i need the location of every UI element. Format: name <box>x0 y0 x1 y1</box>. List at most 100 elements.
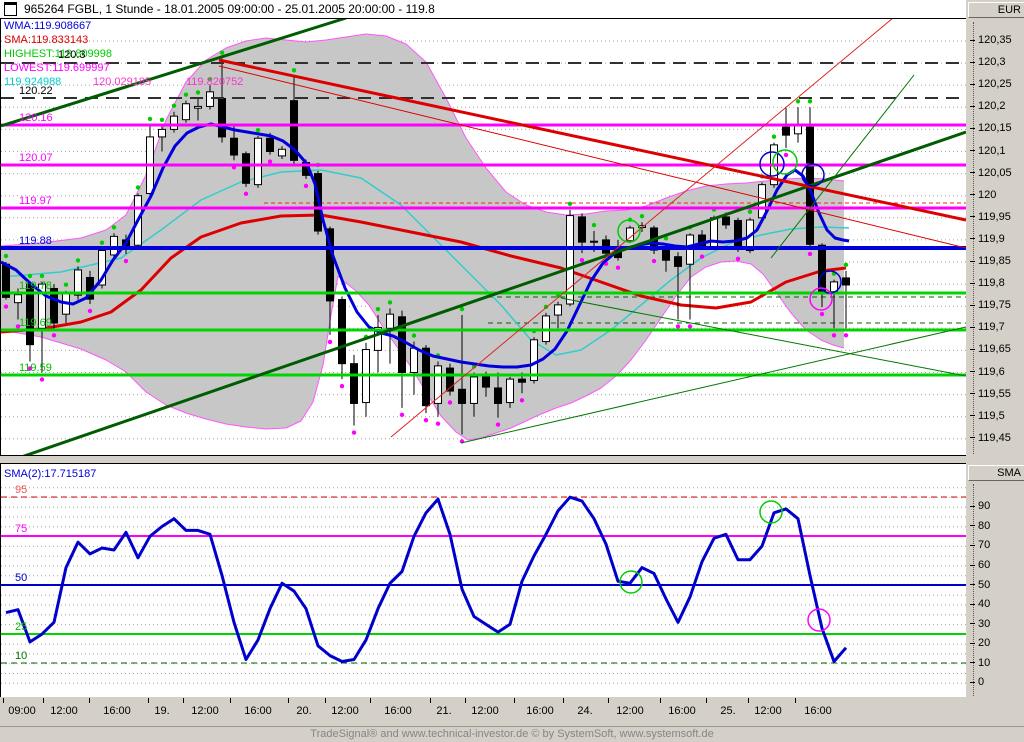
candle-body[interactable] <box>38 283 46 329</box>
highest-dot <box>843 262 849 268</box>
indicator-label: SMA:119.833143 <box>4 34 88 46</box>
bollinger-band-fill <box>1 34 844 440</box>
candle-body[interactable] <box>722 216 730 226</box>
time-tick <box>706 698 707 703</box>
highest-dot <box>591 222 597 228</box>
candle-body[interactable] <box>110 235 118 256</box>
oscillator-axis-label: 10 <box>970 657 990 669</box>
time-tick <box>660 698 661 703</box>
candle-body[interactable] <box>506 378 514 404</box>
trend-line <box>460 326 966 444</box>
candle-body[interactable] <box>578 216 586 243</box>
candle-body[interactable] <box>590 240 598 243</box>
candle-body[interactable] <box>446 367 454 392</box>
ma-cyan-line <box>1 169 850 356</box>
time-label: 16:00 <box>103 705 131 717</box>
oscillator-axis-label: 60 <box>970 559 990 571</box>
price-axis-header: EUR <box>968 2 1024 18</box>
oscillator-axis-header: SMA <box>968 465 1024 481</box>
candle-body[interactable] <box>842 277 850 286</box>
candle-body[interactable] <box>398 316 406 374</box>
time-label: 16:00 <box>244 705 272 717</box>
trend-line <box>218 65 966 249</box>
oscillator-panel[interactable]: SMA(2):17.715187 95 75 50 25 10 <box>0 463 967 698</box>
candle-body[interactable] <box>98 250 106 286</box>
price-axis-label: 119,75 <box>970 299 1011 311</box>
candle-body[interactable] <box>242 153 250 184</box>
candle-body[interactable] <box>170 115 178 130</box>
candle-body[interactable] <box>782 126 790 136</box>
time-label: 16:00 <box>668 705 696 717</box>
candle-body[interactable] <box>194 105 202 109</box>
time-label: 19. <box>154 705 170 717</box>
time-label: 12:00 <box>191 705 219 717</box>
price-chart-canvas[interactable]: WMA:119.908667 SMA:119.833143 HIGHEST:119.… <box>1 19 966 455</box>
lowest-dot <box>699 254 705 259</box>
time-tick <box>370 698 371 703</box>
price-axis-column[interactable]: EUR SMA 120,35 120,3 120,25 120,2 120,15 120,… <box>966 0 1024 726</box>
candle-body[interactable] <box>626 227 634 242</box>
candle-body[interactable] <box>290 100 298 161</box>
candle-body[interactable] <box>74 269 82 296</box>
candle-body[interactable] <box>470 376 478 404</box>
candle-body[interactable] <box>326 228 334 302</box>
candle-body[interactable] <box>410 347 418 374</box>
candle-body[interactable] <box>206 91 214 107</box>
highest-dot <box>171 103 177 108</box>
candle-body[interactable] <box>518 378 526 383</box>
candle-body[interactable] <box>494 387 502 404</box>
time-label: 16:00 <box>526 705 554 717</box>
oscillator-label: 75 <box>15 523 27 535</box>
candle-body[interactable] <box>554 304 562 316</box>
time-tick <box>325 698 326 703</box>
time-label: 16:00 <box>804 705 832 717</box>
candle-body[interactable] <box>374 326 382 351</box>
candle-body[interactable] <box>350 363 358 404</box>
price-axis-label: 119,55 <box>970 388 1011 400</box>
candle-body[interactable] <box>434 365 442 404</box>
price-axis-label: 119,45 <box>970 432 1011 444</box>
lowest-dot <box>447 400 453 405</box>
candle-body[interactable] <box>266 137 274 153</box>
time-tick <box>288 698 289 703</box>
time-tick <box>563 698 564 703</box>
candle-body[interactable] <box>14 294 22 304</box>
candle-body[interactable] <box>734 219 742 248</box>
candle-body[interactable] <box>422 347 430 407</box>
candle-body[interactable] <box>278 148 286 157</box>
highest-dot <box>183 92 189 97</box>
candle-body[interactable] <box>50 288 58 324</box>
candle-body[interactable] <box>230 137 238 156</box>
price-axis-label: 120,35 <box>970 34 1012 46</box>
candle-body[interactable] <box>218 97 226 138</box>
highest-dot <box>567 201 573 207</box>
lowest-dot <box>3 304 9 309</box>
candle-body[interactable] <box>158 128 166 138</box>
price-axis-label: 120,1 <box>970 145 1006 157</box>
oscillator-line <box>5 495 848 663</box>
highest-dot <box>219 50 225 55</box>
oscillator-axis-label: 50 <box>970 579 990 591</box>
signal-circle <box>759 151 785 177</box>
highest-dot <box>375 306 381 312</box>
time-tick <box>43 698 44 703</box>
main-price-chart[interactable]: WMA:119.908667 SMA:119.833143 HIGHEST:119.… <box>0 18 967 456</box>
oscillator-canvas[interactable]: SMA(2):17.715187 95 75 50 25 10 <box>1 464 966 697</box>
time-label: 16:00 <box>384 705 412 717</box>
indicator-label: 119.69 <box>19 317 52 329</box>
lowest-dot <box>615 265 621 270</box>
candle-body[interactable] <box>566 215 574 305</box>
candle-body[interactable] <box>662 249 670 261</box>
candle-body[interactable] <box>182 103 190 121</box>
signal-circle <box>809 287 833 311</box>
time-axis[interactable]: 09:00 12:00 16:00 19. 12:00 16:00 20. 12:00 16:0… <box>0 697 966 726</box>
candle-body[interactable] <box>674 256 682 267</box>
candle-body[interactable] <box>338 299 346 365</box>
candle-body[interactable] <box>458 388 466 404</box>
candle-body[interactable] <box>482 376 490 388</box>
candle-body[interactable] <box>254 137 262 186</box>
candle-body[interactable] <box>386 313 394 329</box>
chart-window-icon[interactable] <box>4 2 17 16</box>
oscillator-label: SMA(2):17.715187 <box>4 468 96 480</box>
